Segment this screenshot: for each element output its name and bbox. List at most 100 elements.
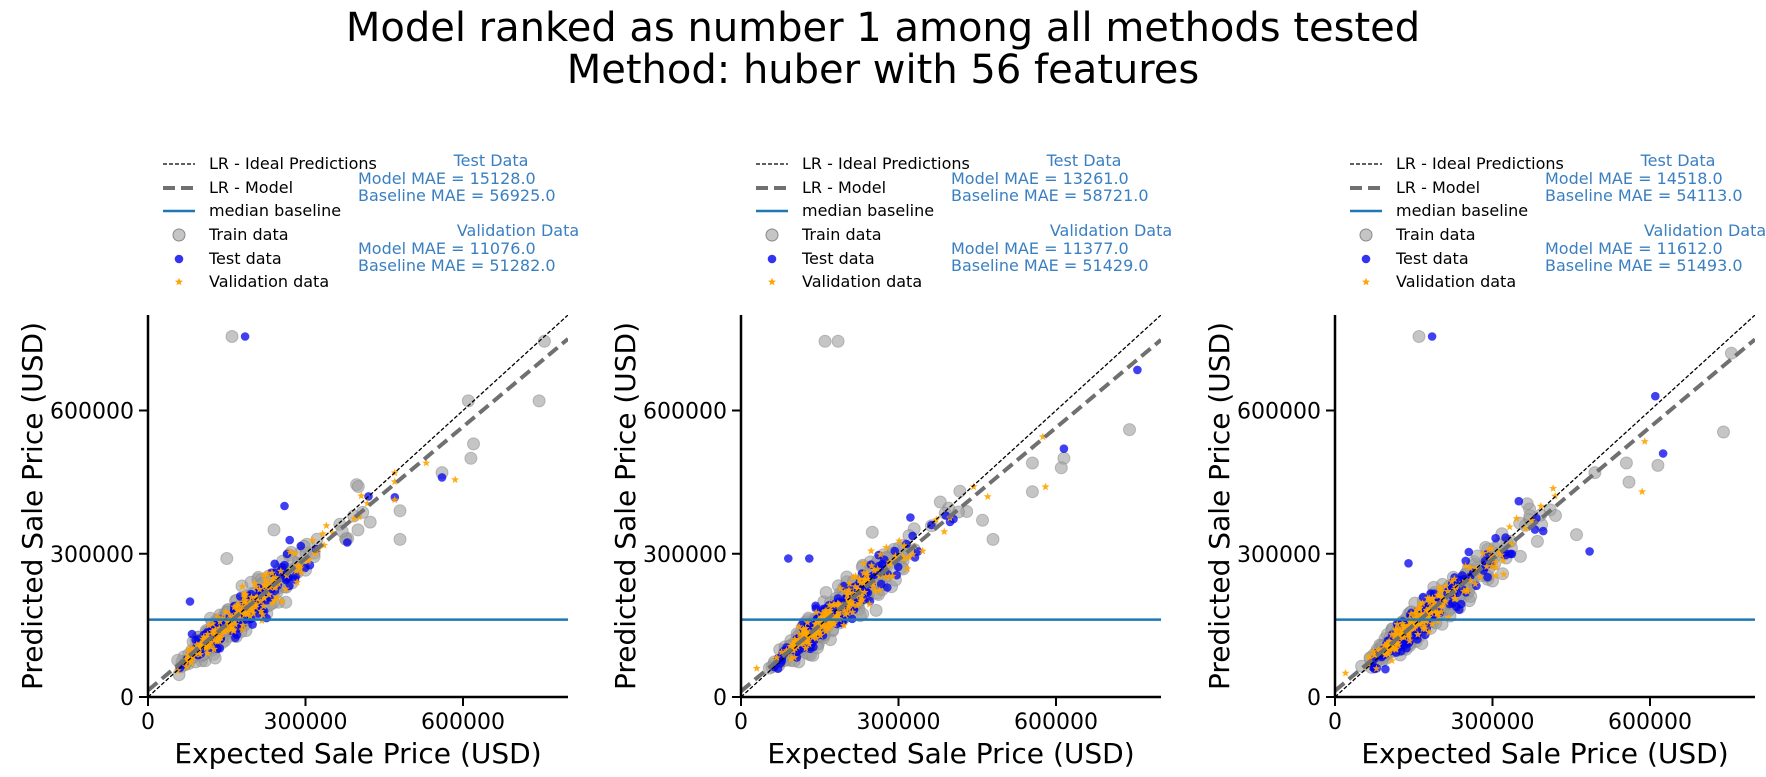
validation-point <box>940 527 949 536</box>
validation-point <box>238 582 247 590</box>
validation-point <box>843 590 852 599</box>
validation-point <box>277 597 286 605</box>
train-point <box>279 595 293 609</box>
validation-point <box>1491 558 1500 566</box>
test-point <box>927 520 936 530</box>
validation-point <box>183 651 192 659</box>
validation-point <box>852 601 861 610</box>
validation-point <box>1413 630 1422 638</box>
validation-point <box>787 655 795 663</box>
validation-point <box>1400 624 1409 632</box>
test-point <box>1491 533 1500 543</box>
validation-point <box>1410 613 1419 622</box>
validation-point <box>1393 620 1402 628</box>
validation-point <box>451 475 460 484</box>
validation-point <box>1424 613 1433 622</box>
legend-label-baseline: median baseline <box>209 201 341 220</box>
validation-point <box>191 650 200 658</box>
y-tick-label: 0 <box>1307 686 1321 711</box>
validation-point <box>1369 647 1378 655</box>
x-tick-label: 0 <box>1328 710 1342 735</box>
validation-point <box>881 572 890 581</box>
validation-point <box>200 635 208 643</box>
validation-point <box>1038 432 1047 441</box>
plot-area <box>1335 315 1755 697</box>
validation-point <box>271 582 280 591</box>
validation-point <box>873 565 882 573</box>
validation-point <box>318 529 327 538</box>
validation-point <box>255 585 264 593</box>
legend-validation-swatch <box>175 277 183 286</box>
validation-point <box>860 575 869 583</box>
validation-point <box>1384 649 1393 658</box>
validation-point <box>1450 594 1459 603</box>
validation-point <box>899 554 908 563</box>
validation-point <box>1400 633 1408 641</box>
validation-point <box>829 601 838 609</box>
train-point <box>335 524 349 538</box>
validation-point <box>1398 619 1407 627</box>
validation-point <box>276 567 285 575</box>
validation-point <box>1640 437 1649 445</box>
validation-data-heading: Validation Data <box>1644 221 1766 240</box>
legend-label-ideal: LR - Ideal Predictions <box>1396 154 1564 173</box>
validation-point <box>1471 564 1480 572</box>
validation-point <box>185 647 194 656</box>
figure-title-line-1: Model ranked as number 1 among all metho… <box>345 5 1421 51</box>
validation-point <box>830 618 838 626</box>
validation-point <box>818 609 827 617</box>
legend-train-swatch <box>172 228 186 242</box>
validation-point <box>835 608 843 616</box>
legend: LR - Ideal Predictions LR - Model median b… <box>163 154 377 291</box>
validation-point <box>857 592 866 600</box>
validation-point <box>983 492 992 500</box>
test-baseline-mae: Baseline MAE = 56925.0 <box>358 186 556 205</box>
legend-train-swatch <box>1359 228 1373 242</box>
legend-label-ideal: LR - Ideal Predictions <box>209 154 377 173</box>
validation-point <box>259 602 268 610</box>
validation-point <box>1437 607 1446 616</box>
x-axis-label: Expected Sale Price (USD) <box>767 737 1134 770</box>
validation-point <box>1435 583 1444 591</box>
test-point <box>1404 559 1413 568</box>
legend-label-test: Test data <box>1395 249 1469 268</box>
legend-test-swatch <box>1361 254 1371 264</box>
test-point <box>343 538 352 547</box>
train-point <box>869 603 883 617</box>
validation-point <box>1450 585 1459 593</box>
validation-point <box>311 549 319 558</box>
validation-point <box>851 571 860 580</box>
validation-point <box>322 521 331 530</box>
validation-point <box>867 546 875 555</box>
validation-point <box>871 587 880 595</box>
train-point <box>225 330 239 343</box>
validation-point <box>1436 587 1445 595</box>
validation-point <box>232 609 241 618</box>
validation-point <box>1407 609 1416 618</box>
validation-point <box>848 598 857 606</box>
validation-point <box>297 568 306 576</box>
validation-point <box>225 610 234 618</box>
validation-point <box>1499 556 1508 564</box>
validation-point <box>1459 587 1468 595</box>
train-point <box>1025 485 1039 499</box>
validation-point <box>1385 637 1394 645</box>
validation-point <box>213 612 222 621</box>
legend-test-swatch <box>174 254 184 264</box>
validation-point <box>843 608 852 617</box>
validation-point <box>233 606 242 614</box>
test-point <box>1483 572 1492 582</box>
validation-point <box>328 528 337 537</box>
validation-point <box>256 607 265 615</box>
validation-point <box>808 633 817 641</box>
validation-point <box>859 559 868 567</box>
validation-point <box>182 662 191 671</box>
train-point <box>1123 423 1136 437</box>
validation-point <box>1482 562 1491 570</box>
validation-point <box>1450 574 1459 583</box>
validation-point <box>826 608 834 617</box>
validation-point <box>1466 576 1475 584</box>
